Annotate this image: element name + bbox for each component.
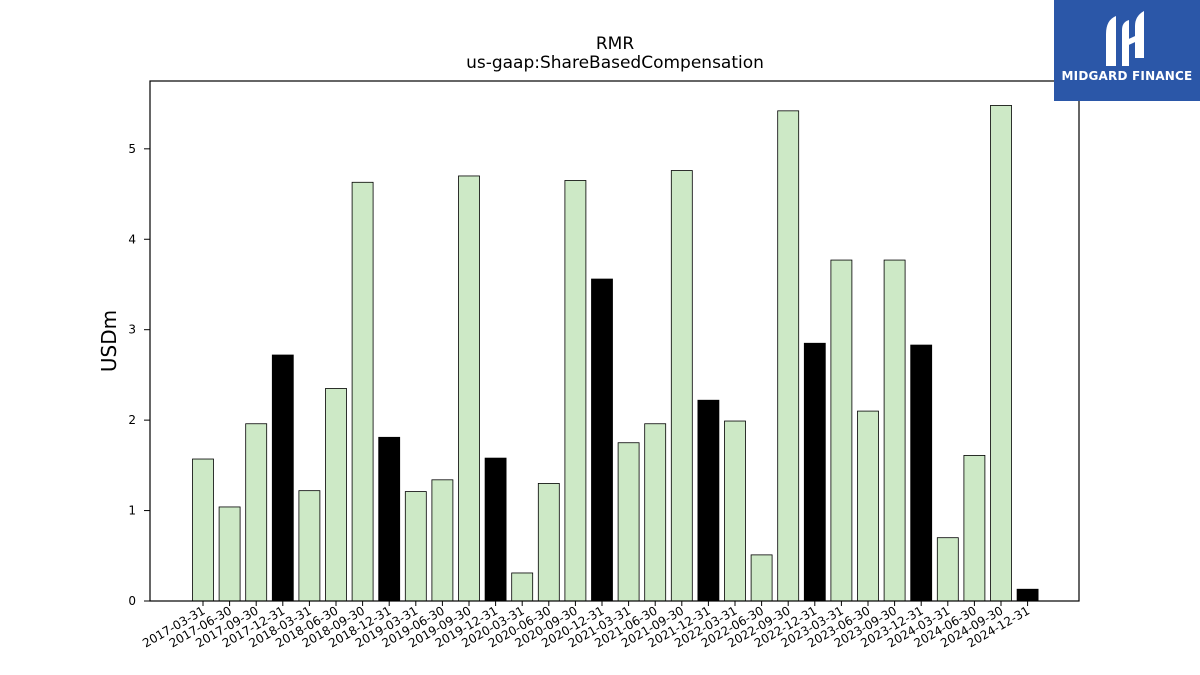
bar-2018-03-31: [298, 490, 321, 602]
logo-text: MIDGARD FINANCE: [1061, 69, 1193, 83]
y-axis-ticks: 0 1 2 3 4 5: [128, 142, 150, 608]
bar-series: [192, 105, 1039, 602]
bar-2023-12-31: [910, 344, 933, 602]
bar-2022-09-30: [777, 110, 800, 602]
bar-2023-09-30: [883, 259, 906, 602]
bar-2023-03-31: [830, 259, 853, 602]
bar-2021-09-30: [670, 170, 693, 602]
y-axis-label: USDm: [97, 310, 121, 372]
bar-2021-12-31: [697, 399, 720, 602]
y-tick-label: 4: [128, 232, 136, 246]
bar-2022-12-31: [803, 342, 826, 602]
bar-2018-09-30: [351, 181, 374, 602]
y-tick-label: 5: [128, 142, 136, 156]
y-tick-label: 1: [128, 504, 136, 518]
bar-2020-06-30: [537, 483, 560, 602]
bar-2022-03-31: [724, 420, 746, 602]
bar-2019-03-31: [404, 491, 427, 602]
bar-2017-03-31: [192, 458, 214, 602]
bar-2022-06-30: [750, 554, 773, 602]
bar-2024-03-31: [936, 537, 959, 602]
bar-2019-09-30: [458, 175, 480, 602]
bar-2024-09-30: [990, 105, 1012, 602]
bar-2018-06-30: [325, 388, 347, 602]
bar-2023-06-30: [857, 410, 879, 602]
bar-2019-06-30: [431, 479, 454, 602]
plot-frame: [149, 80, 1080, 602]
brand-logo: MIDGARD FINANCE: [1054, 0, 1200, 101]
bar-2021-03-31: [617, 442, 640, 602]
x-axis-ticks: 2017-03-312017-06-302017-09-302017-12-31…: [140, 601, 1032, 650]
y-tick-label: 2: [128, 413, 136, 427]
bar-2017-06-30: [218, 506, 241, 602]
bar-2017-09-30: [245, 423, 268, 602]
midgard-logo-icon: [1106, 11, 1144, 66]
bar-2020-09-30: [564, 180, 587, 602]
bar-2024-06-30: [963, 454, 986, 602]
y-tick-label: 3: [128, 323, 136, 337]
bar-2018-12-31: [378, 436, 401, 602]
chart-title: RMR: [596, 34, 634, 54]
bar-2020-03-31: [511, 572, 534, 602]
bar-2017-12-31: [271, 354, 294, 602]
bar-2021-06-30: [644, 423, 667, 602]
bar-2024-12-31: [1016, 588, 1039, 602]
bar-2019-12-31: [484, 457, 507, 602]
bar-2020-12-31: [591, 278, 613, 602]
y-tick-label: 0: [128, 594, 136, 608]
chart-subtitle: us-gaap:ShareBasedCompensation: [466, 53, 764, 73]
